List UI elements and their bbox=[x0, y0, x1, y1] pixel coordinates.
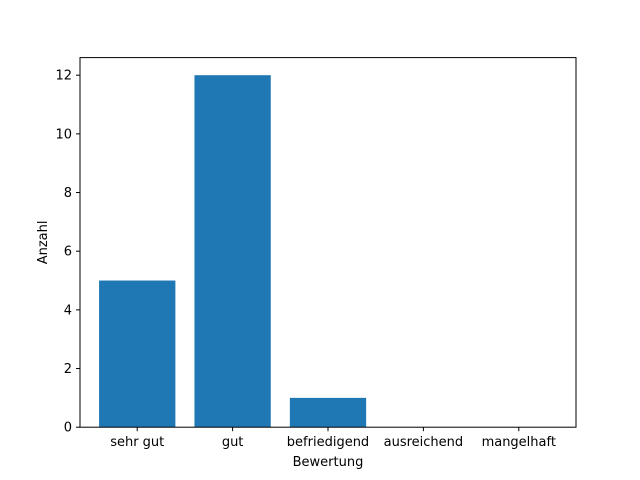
bar bbox=[289, 397, 367, 428]
x-tick-label: befriedigend bbox=[287, 435, 369, 450]
y-tick-label: 10 bbox=[55, 127, 72, 142]
x-tick-label: ausreichend bbox=[384, 435, 464, 450]
y-tick-label: 2 bbox=[64, 362, 72, 377]
y-tick-label: 4 bbox=[64, 303, 72, 318]
bars-group bbox=[99, 75, 367, 428]
y-tick-label: 6 bbox=[64, 245, 72, 260]
y-tick-label: 8 bbox=[64, 186, 72, 201]
y-tick-label: 12 bbox=[55, 69, 72, 84]
bar bbox=[194, 75, 271, 428]
x-axis-ticks: sehr gut gut befriedigend ausreichend mangel… bbox=[110, 427, 556, 450]
y-axis-label: Anzahl bbox=[36, 221, 51, 265]
x-axis-label: Bewertung bbox=[293, 455, 364, 470]
bar bbox=[99, 280, 176, 428]
y-axis-ticks: 0 2 4 6 8 10 12 bbox=[55, 69, 80, 436]
x-tick-label: mangelhaft bbox=[482, 435, 556, 450]
x-tick-label: gut bbox=[222, 435, 244, 450]
y-tick-label: 0 bbox=[64, 421, 72, 436]
x-tick-label: sehr gut bbox=[110, 435, 164, 450]
